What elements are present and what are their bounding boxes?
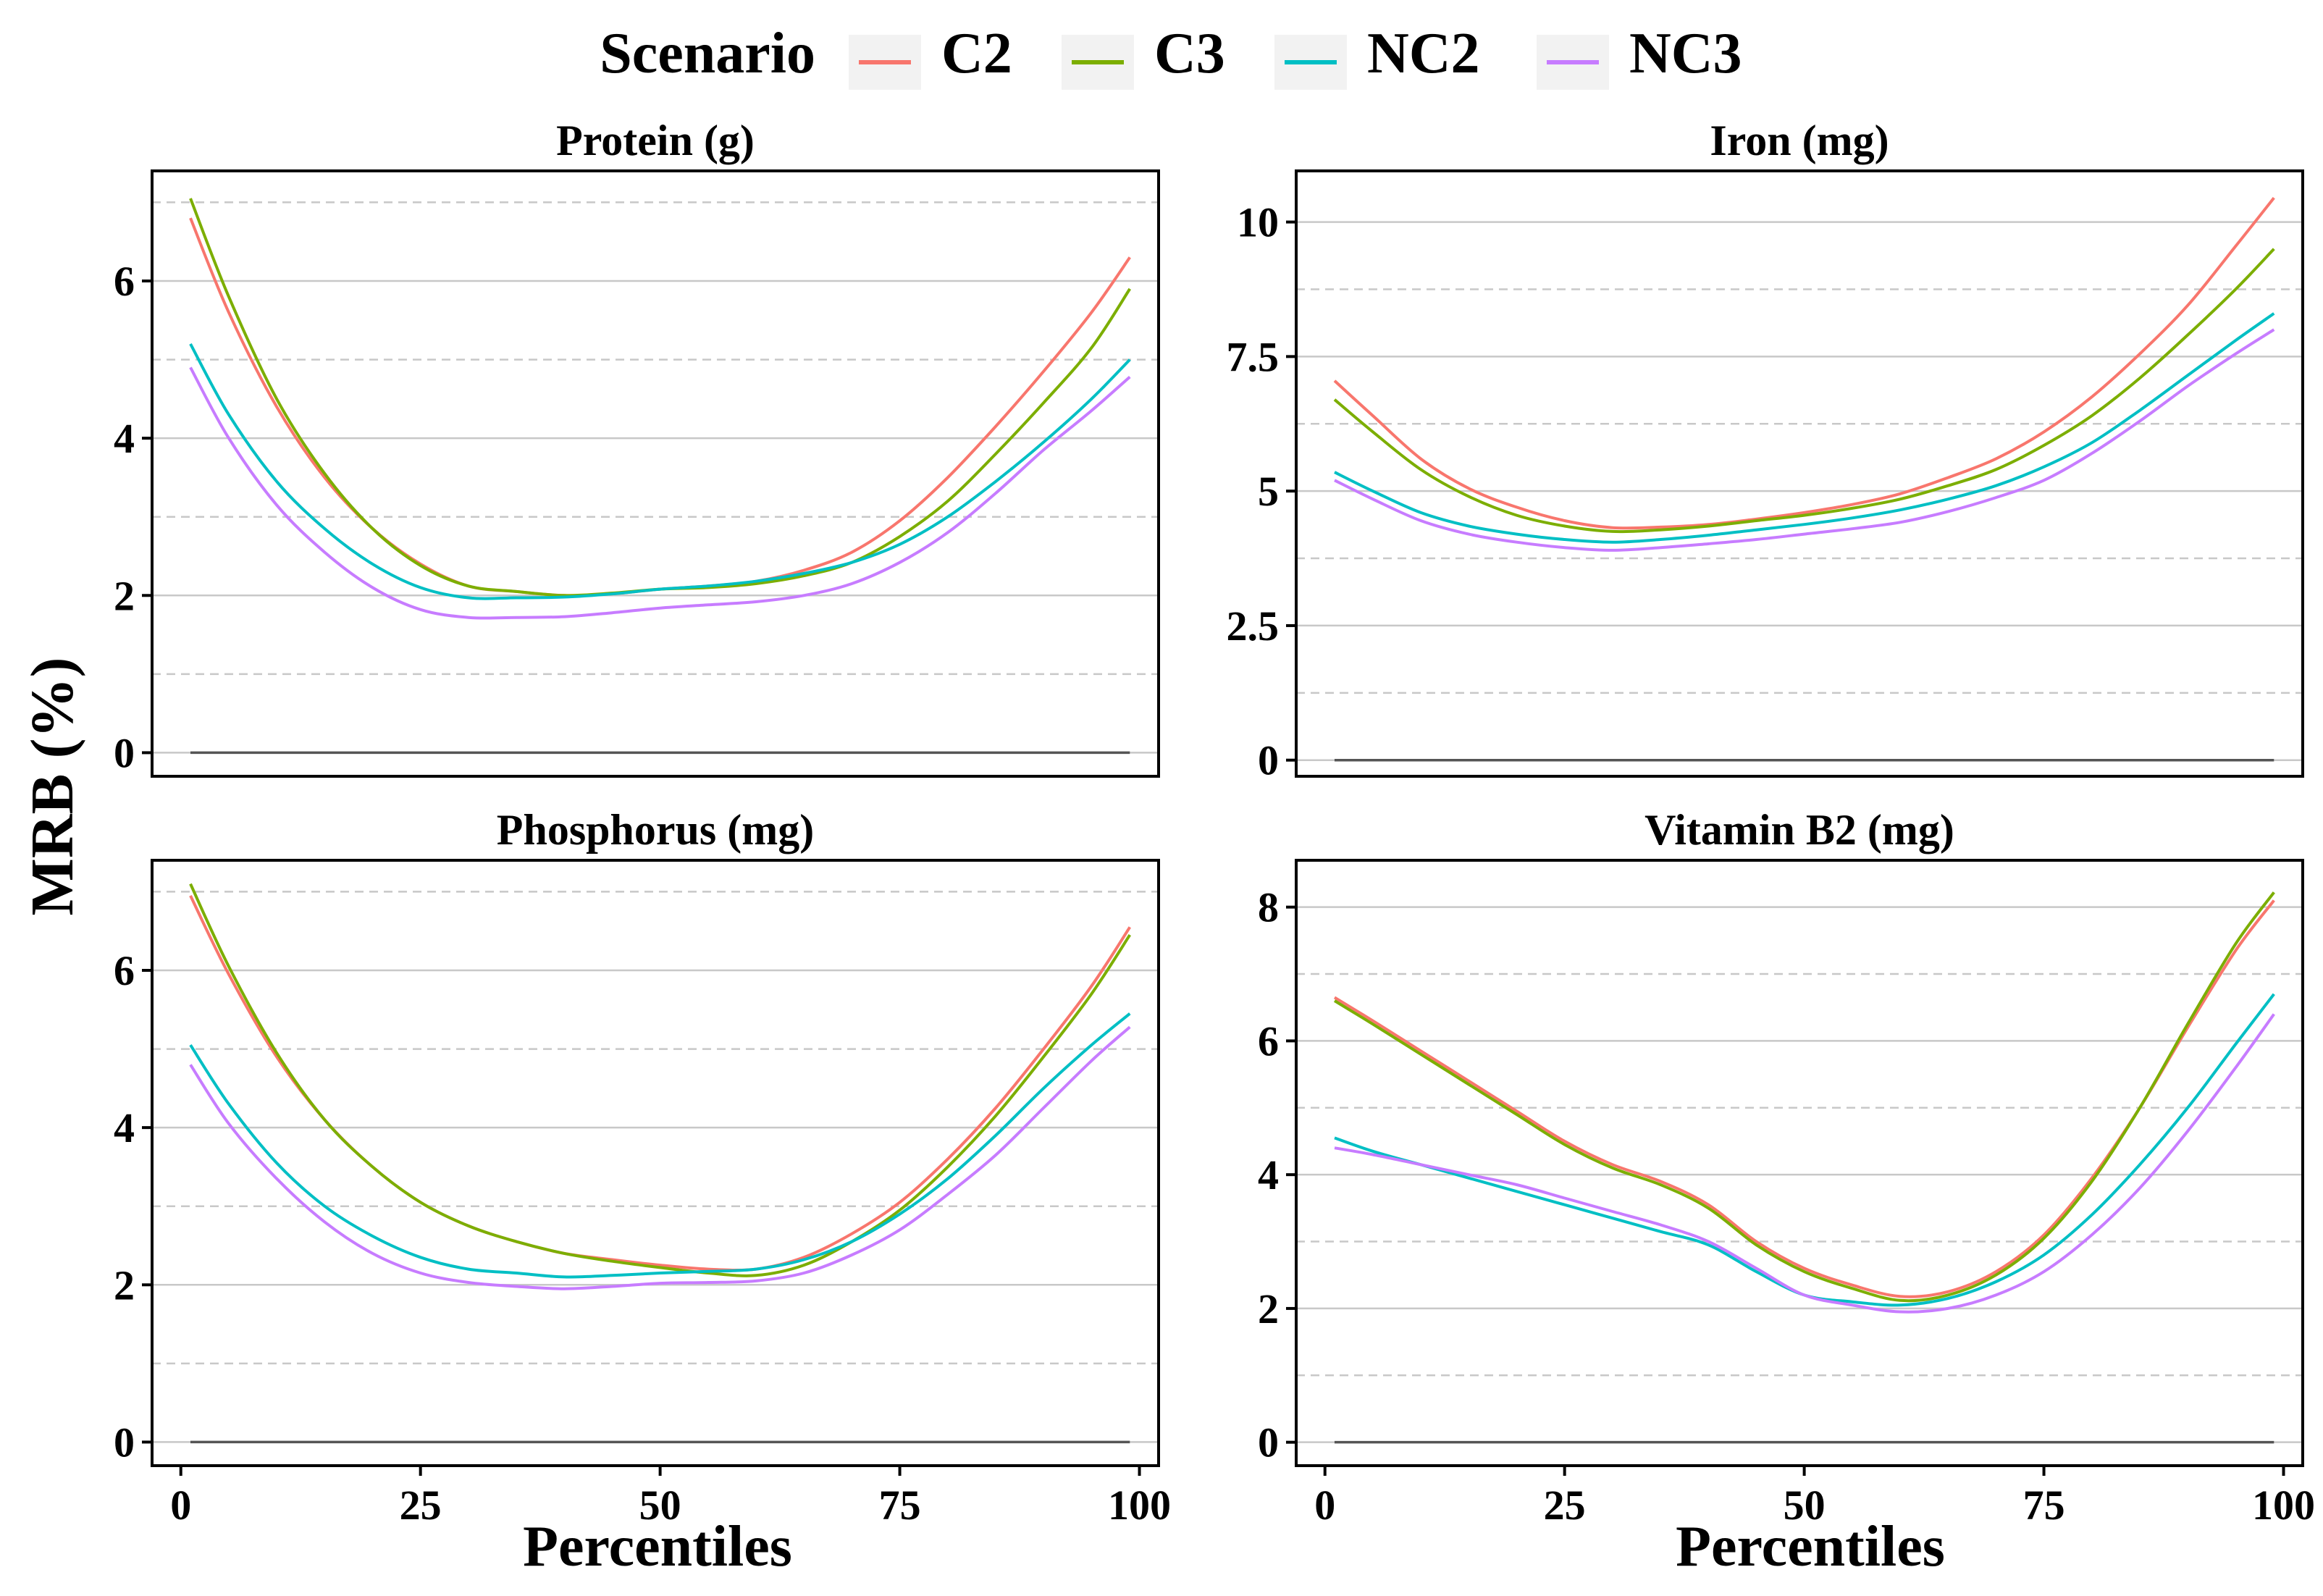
legend-entry-nc2: NC2 [1274,22,1480,90]
panel-title: Vitamin B2 (mg) [1644,806,1954,854]
legend-label: C2 [941,22,1012,85]
series-line-c3 [1333,891,2275,1303]
y-tick-label: 2 [1258,1285,1279,1332]
legend-title: Scenario [600,22,815,85]
y-tick-label: 6 [114,947,135,994]
series-line-nc3 [189,366,1131,620]
x-tick-label: 0 [1314,1482,1335,1529]
panels: Protein (g) 0 2 4 6 Iron (mg) 0 2.5 5 7.5 10 Phosph… [114,117,2315,1529]
panel-vitamin-b2: Vitamin B2 (mg) 0 2 4 6 8 0 25 50 75 100 [1258,806,2315,1529]
series-line-nc3 [189,1025,1131,1290]
x-axis-label-left: Percentiles [523,1515,792,1579]
x-tick-label: 25 [1544,1482,1586,1529]
panel-border [1295,859,2304,1467]
panel-border [151,859,1160,1467]
panel-protein: Protein (g) 0 2 4 6 [114,117,1160,778]
legend-label: C3 [1154,22,1225,85]
y-tick-label: 10 [1237,199,1279,246]
y-tick-label: 4 [114,415,135,462]
y-tick-label: 2.5 [1227,602,1280,650]
panel-border [1295,169,2304,778]
y-axis-label: MRB (%) [19,658,86,916]
panel-border [151,169,1160,778]
x-axis-label-right: Percentiles [1676,1515,1945,1579]
panel-iron: Iron (mg) 0 2.5 5 7.5 10 [1227,117,2304,784]
legend-entry-nc3: NC3 [1537,22,1742,90]
series-line-c2 [189,895,1131,1272]
x-tick-label: 100 [2252,1482,2315,1529]
series-line-nc3 [1334,1013,2275,1314]
y-tick-label: 2 [114,572,135,619]
series-line-c3 [1333,248,2275,534]
series-line-nc3 [1334,328,2275,552]
y-tick-label: 4 [1258,1151,1279,1198]
y-tick-label: 2 [114,1261,135,1309]
y-tick-label: 6 [114,258,135,305]
series-line-nc2 [189,343,1131,600]
panel-phosphorus: Phosphorus (mg) 0 2 4 6 0 25 50 75 100 [114,806,1171,1529]
y-tick-label: 0 [114,1419,135,1466]
legend: Scenario C2 C3 NC2 NC3 [600,22,1742,90]
y-tick-label: 5 [1258,468,1279,515]
y-tick-label: 7.5 [1227,333,1280,380]
y-tick-label: 8 [1258,884,1279,931]
panel-title: Phosphorus (mg) [497,806,814,854]
x-tick-label: 0 [170,1482,191,1529]
y-tick-label: 4 [114,1104,135,1151]
x-tick-label: 50 [1784,1482,1826,1529]
y-tick-label: 0 [1258,1419,1279,1466]
legend-entry-c2: C2 [849,22,1012,90]
legend-entry-c3: C3 [1062,22,1225,90]
panel-title: Protein (g) [556,117,755,164]
x-tick-label: 75 [2023,1482,2065,1529]
legend-label: NC3 [1629,22,1742,85]
x-tick-label: 50 [639,1482,681,1529]
series-line-c2 [1333,899,2275,1298]
legend-entries: C2 C3 NC2 NC3 [849,22,1742,90]
series-line-c3 [189,883,1131,1277]
series-line-c2 [1333,196,2275,530]
series-line-nc2 [189,1012,1131,1279]
y-tick-label: 6 [1258,1017,1279,1064]
x-tick-label: 75 [879,1482,921,1529]
panel-title: Iron (mg) [1710,117,1889,164]
legend-label: NC2 [1367,22,1480,85]
y-tick-label: 0 [114,729,135,776]
series-line-nc2 [1334,312,2275,544]
x-tick-label: 25 [400,1482,442,1529]
series-line-c2 [189,217,1131,597]
y-tick-label: 0 [1258,737,1279,784]
x-tick-label: 100 [1108,1482,1171,1529]
